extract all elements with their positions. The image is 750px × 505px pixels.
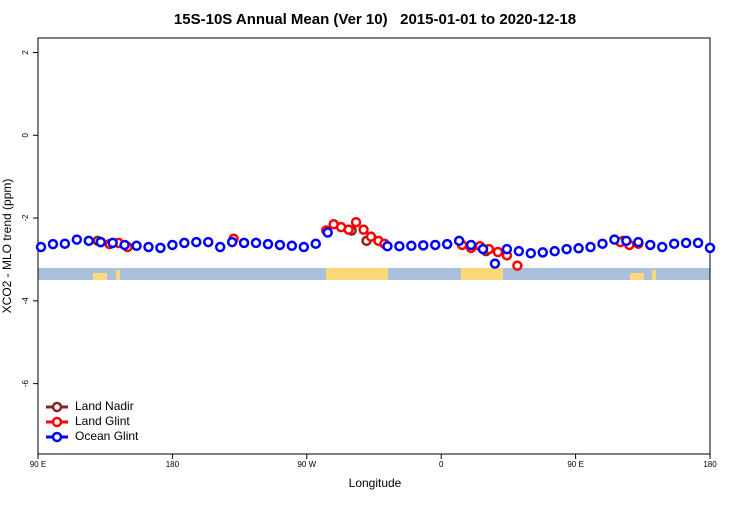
point <box>512 260 523 271</box>
x-tick-label: 90 W <box>297 460 316 469</box>
point <box>394 240 405 252</box>
point <box>668 238 680 249</box>
y-tick-label: 2 <box>21 50 30 55</box>
point <box>382 240 393 252</box>
point <box>537 247 548 258</box>
y-tick-label: -2 <box>21 214 30 222</box>
point <box>358 224 369 235</box>
point <box>525 247 537 259</box>
point <box>365 231 377 242</box>
point <box>343 224 354 235</box>
x-tick-label: 90 E <box>30 460 46 469</box>
point <box>609 234 620 245</box>
point <box>549 245 560 257</box>
point <box>585 241 596 253</box>
x-tick-label: 180 <box>703 460 717 469</box>
point <box>465 239 477 251</box>
point <box>143 241 154 253</box>
x-axis-label: Longitude <box>349 476 402 490</box>
point <box>226 236 238 248</box>
point <box>191 236 202 248</box>
chart-title: 15S-10S Annual Mean (Ver 10) 2015-01-01 … <box>174 11 576 28</box>
point <box>214 241 226 253</box>
point <box>238 237 250 249</box>
x-tick-label: 90 E <box>567 460 583 469</box>
point <box>59 238 71 249</box>
x-tick-label: 180 <box>166 460 180 469</box>
point <box>107 237 118 249</box>
y-tick-label: 0 <box>21 133 30 138</box>
point <box>298 241 310 253</box>
point <box>95 236 106 248</box>
point <box>179 237 190 249</box>
point <box>561 243 572 255</box>
point <box>310 238 322 249</box>
point <box>167 239 178 251</box>
point <box>429 239 441 251</box>
land-ocean-mask <box>38 268 710 280</box>
y-axis-label: XCO2 - MLO trend (ppm) <box>0 179 14 314</box>
point <box>492 246 504 258</box>
point <box>418 240 429 251</box>
point <box>656 241 668 253</box>
point <box>250 237 262 249</box>
point <box>131 240 142 252</box>
point <box>692 237 704 249</box>
y-tick-label: -6 <box>21 380 30 388</box>
point <box>35 241 47 253</box>
land-strip <box>461 268 503 280</box>
legend-symbol <box>51 416 63 428</box>
point <box>680 237 692 249</box>
point <box>441 238 453 250</box>
point <box>350 216 362 228</box>
point <box>513 245 525 257</box>
point <box>47 238 59 250</box>
land-strip <box>652 270 656 280</box>
point <box>633 236 644 248</box>
point <box>501 243 513 255</box>
land-strip <box>630 273 644 280</box>
point <box>71 234 83 245</box>
point <box>155 242 166 254</box>
point <box>286 240 298 252</box>
point <box>322 227 333 238</box>
legend-symbol <box>51 431 63 443</box>
land-strip <box>116 270 120 280</box>
legend-symbol <box>51 401 63 413</box>
point <box>453 235 465 247</box>
point <box>202 236 214 248</box>
point <box>573 243 584 254</box>
y-tick-label: -4 <box>21 297 30 305</box>
point <box>645 239 656 251</box>
x-tick-label: 0 <box>439 460 444 469</box>
point <box>83 235 95 247</box>
point <box>406 240 417 252</box>
point <box>119 239 130 251</box>
point <box>704 242 716 254</box>
land-strip <box>326 268 388 280</box>
point <box>489 258 501 269</box>
legend-label: Land Glint <box>75 414 130 428</box>
point <box>477 243 489 255</box>
point <box>274 239 286 251</box>
point <box>621 235 632 247</box>
land-strip <box>93 273 107 280</box>
legend-label: Land Nadir <box>75 399 134 413</box>
point <box>262 238 274 250</box>
point <box>597 238 608 249</box>
series <box>35 227 716 269</box>
legend-label: Ocean Glint <box>75 429 139 443</box>
